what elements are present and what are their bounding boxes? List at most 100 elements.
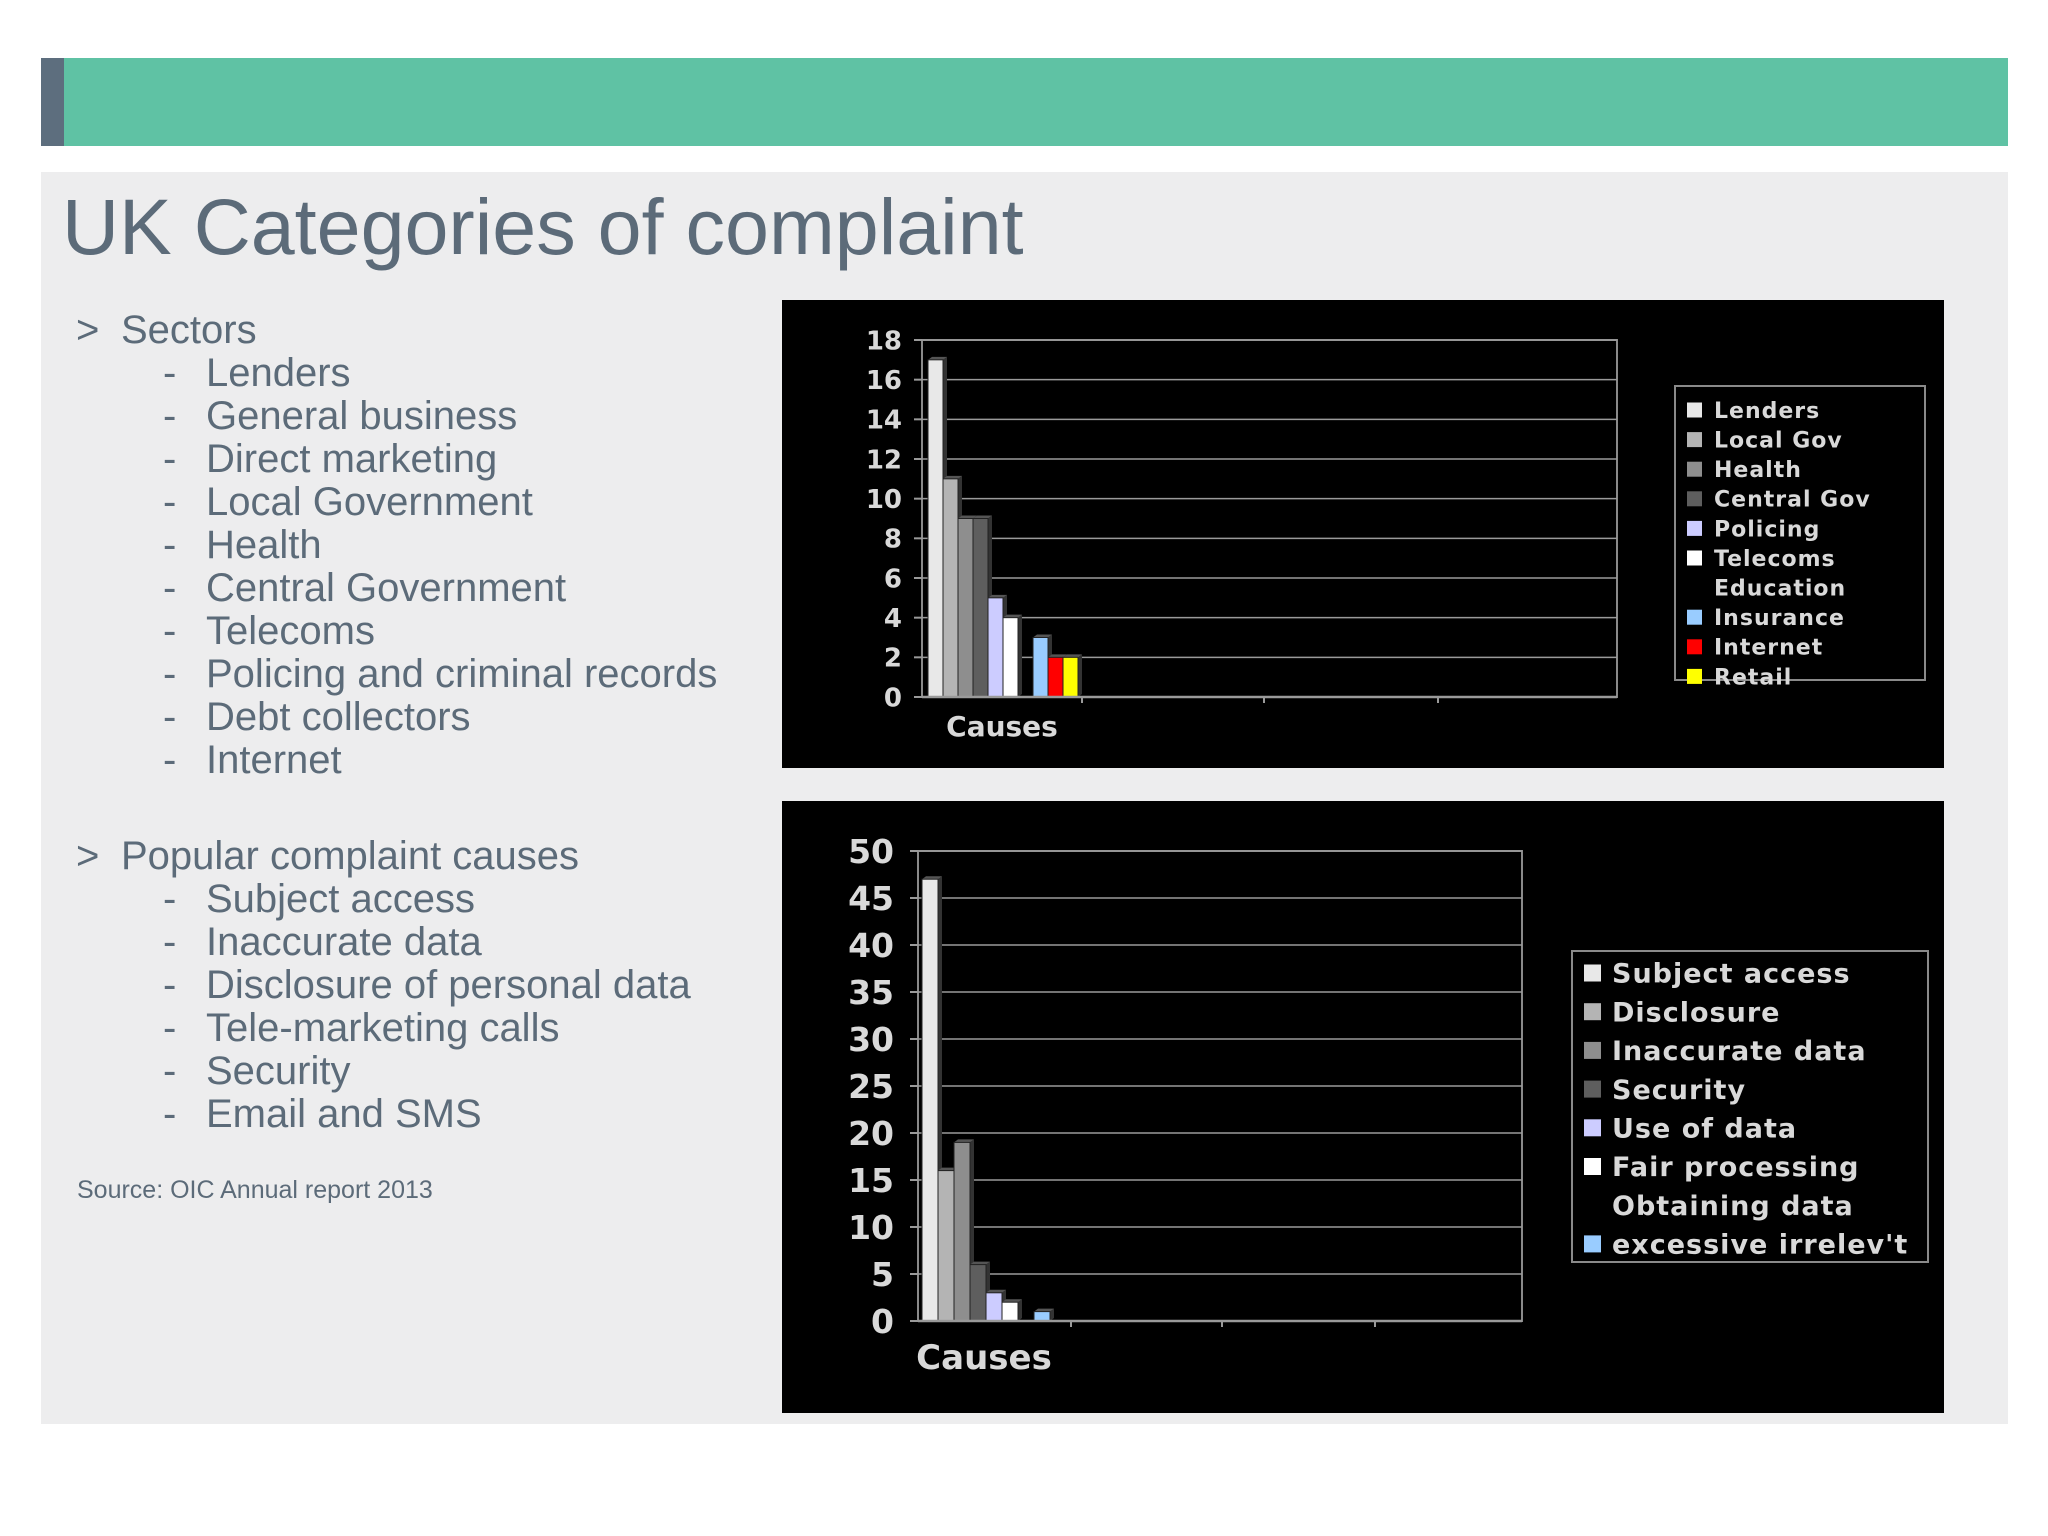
legend-label: excessive irrelev't bbox=[1612, 1230, 1908, 1261]
bar-top bbox=[970, 1261, 990, 1265]
y-tick-label: 50 bbox=[848, 832, 894, 871]
sectors-list: > Sectors - Lenders - General business - Dir… bbox=[76, 309, 717, 782]
legend-label: Local Gov bbox=[1714, 429, 1843, 454]
legend-swatch bbox=[1584, 1158, 1601, 1175]
list-item-label: Tele-marketing calls bbox=[206, 1006, 560, 1050]
list-item-label: Central Government bbox=[206, 566, 567, 610]
bar-top bbox=[928, 356, 947, 360]
bullet-marker: > bbox=[76, 834, 100, 878]
list-item-label: Disclosure of personal data bbox=[206, 963, 691, 1007]
y-tick-label: 45 bbox=[848, 879, 894, 918]
list-item-label: Inaccurate data bbox=[206, 920, 482, 964]
list-item: - Subject access bbox=[163, 877, 476, 921]
bar bbox=[987, 597, 1004, 698]
list-item-label: Lenders bbox=[206, 351, 351, 395]
bar bbox=[1033, 1311, 1051, 1322]
bar bbox=[1047, 656, 1064, 698]
bar-top bbox=[973, 515, 992, 519]
bar bbox=[972, 518, 989, 698]
bar-top bbox=[958, 515, 977, 519]
list-item: - General business bbox=[163, 394, 518, 438]
list-item-label: Local Government bbox=[206, 480, 533, 524]
bar-top bbox=[922, 876, 942, 880]
y-tick-label: 12 bbox=[866, 445, 902, 475]
bar bbox=[1001, 1301, 1019, 1322]
legend-label: Central Gov bbox=[1714, 488, 1871, 513]
bar bbox=[969, 1264, 987, 1322]
bar bbox=[937, 1170, 955, 1322]
legend-swatch bbox=[1584, 1041, 1601, 1059]
list-item-label: Policing and criminal records bbox=[206, 652, 718, 696]
list-item: - Direct marketing bbox=[163, 437, 498, 481]
legend-label: Education bbox=[1714, 577, 1846, 602]
legend-box bbox=[1674, 385, 1926, 681]
bar bbox=[1062, 656, 1079, 698]
y-tick-label: 25 bbox=[848, 1067, 894, 1106]
bar-top bbox=[943, 475, 962, 479]
bar-top bbox=[1048, 654, 1067, 658]
sectors-chart-svg: 0 2 4 6 8 10 12 14 16 18 Causes Lenders Local Gov Hea… bbox=[866, 326, 1926, 743]
bar bbox=[942, 478, 959, 698]
legend-swatch bbox=[1584, 1119, 1601, 1137]
list-item: - Lenders bbox=[163, 351, 351, 395]
bar bbox=[1032, 637, 1049, 698]
sectors-chart: 0 2 4 6 8 10 12 14 16 18 Causes Lenders Local Gov Hea… bbox=[782, 300, 1944, 768]
legend-swatch bbox=[1584, 1235, 1601, 1253]
bar bbox=[1002, 617, 1019, 698]
legend-swatch bbox=[1687, 491, 1702, 507]
y-tick-label: 40 bbox=[848, 926, 894, 965]
list-item-label: Security bbox=[206, 1049, 351, 1093]
list-item: - Email and SMS bbox=[163, 1092, 482, 1136]
legend-label: Insurance bbox=[1714, 606, 1845, 631]
causes-chart: 0 5 10 15 20 25 30 35 40 45 50 Causes Subject access… bbox=[782, 801, 1944, 1413]
y-tick-label: 4 bbox=[884, 604, 902, 634]
list-item: - Internet bbox=[163, 738, 342, 782]
section-heading: > Popular complaint causes bbox=[76, 835, 691, 878]
causes-list: > Popular complaint causes - Subject acces… bbox=[76, 835, 691, 1136]
section-heading-label: Sectors bbox=[121, 308, 257, 352]
slide-title: UK Categories of complaint bbox=[62, 182, 1024, 271]
legend-label: Disclosure bbox=[1612, 997, 1780, 1028]
bar-side bbox=[1018, 1299, 1022, 1321]
legend-label: Lenders bbox=[1714, 399, 1820, 424]
y-tick-label: 15 bbox=[848, 1161, 894, 1200]
y-tick-label: 20 bbox=[848, 1114, 894, 1153]
list-item: - Local Government bbox=[163, 480, 533, 524]
legend-label: Telecoms bbox=[1714, 547, 1836, 572]
legend-swatch bbox=[1687, 668, 1702, 684]
bar-top bbox=[1003, 614, 1022, 618]
bar-side bbox=[1018, 614, 1022, 697]
legend-label: Use of data bbox=[1612, 1114, 1797, 1145]
legend-label: Subject access bbox=[1612, 959, 1851, 990]
bar-top bbox=[954, 1139, 974, 1143]
list-item: - Disclosure of personal data bbox=[163, 963, 691, 1007]
list-item-label: Telecoms bbox=[206, 609, 375, 653]
header-bar bbox=[41, 58, 2008, 146]
legend-swatch bbox=[1687, 609, 1702, 625]
y-tick-label: 16 bbox=[866, 366, 902, 396]
legend-label: Policing bbox=[1714, 517, 1820, 542]
bar bbox=[985, 1292, 1003, 1322]
legend-swatch bbox=[1687, 432, 1702, 448]
list-item: - Policing and criminal records bbox=[163, 652, 718, 696]
legend-label: Inaccurate data bbox=[1612, 1036, 1867, 1067]
bar-side bbox=[1050, 1308, 1054, 1321]
section-heading-label: Popular complaint causes bbox=[121, 834, 580, 878]
legend-swatch bbox=[1584, 1080, 1601, 1098]
legend-swatch bbox=[1687, 639, 1702, 655]
bar bbox=[953, 1141, 971, 1322]
list-item: - Inaccurate data bbox=[163, 920, 482, 964]
list-item: - Central Government bbox=[163, 566, 567, 610]
y-tick-label: 35 bbox=[848, 973, 894, 1012]
bar-top bbox=[988, 594, 1007, 598]
legend-label: Health bbox=[1714, 458, 1802, 483]
y-tick-label: 14 bbox=[866, 406, 902, 436]
bullet-marker: > bbox=[76, 308, 100, 352]
y-tick-label: 6 bbox=[884, 564, 902, 594]
header-accent bbox=[41, 58, 64, 146]
legend-swatch bbox=[1687, 461, 1702, 477]
x-axis-label: Causes bbox=[916, 1338, 1052, 1378]
legend-swatch bbox=[1687, 550, 1702, 566]
y-tick-label: 10 bbox=[848, 1208, 894, 1247]
bar-top bbox=[1034, 1308, 1054, 1312]
